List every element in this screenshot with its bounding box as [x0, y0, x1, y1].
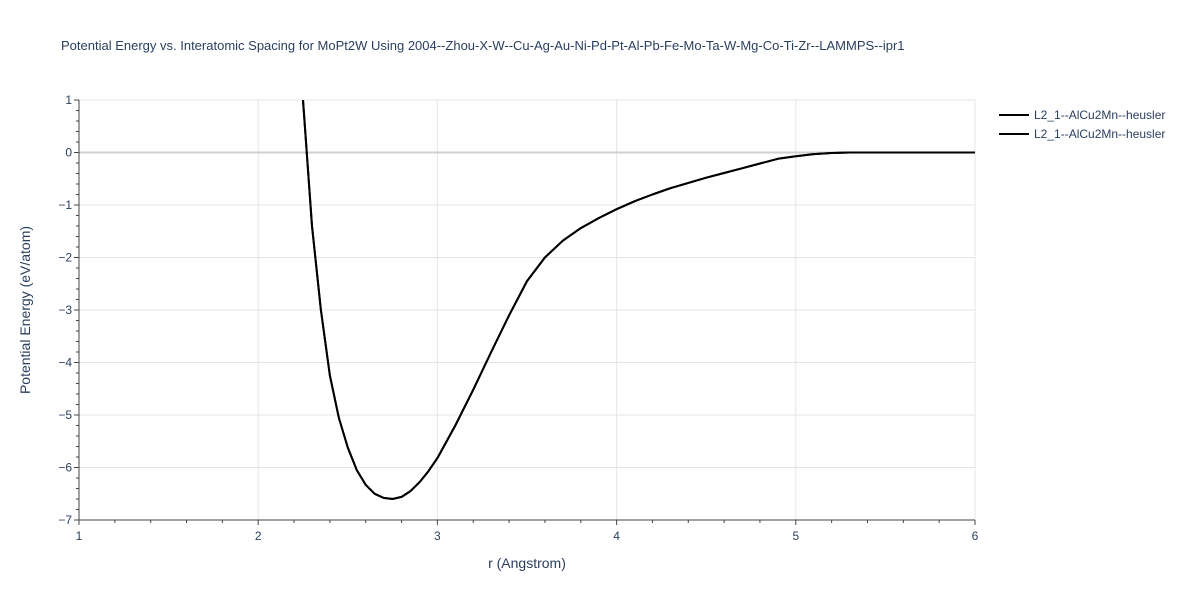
y-tick-label: 0	[65, 146, 72, 160]
y-tick-label: −3	[58, 303, 72, 317]
plot-area	[302, 100, 975, 500]
x-axis-title: r (Angstrom)	[488, 555, 566, 571]
y-tick-label: −4	[58, 356, 72, 370]
legend[interactable]: L2_1--AlCu2Mn--heusler L2_1--AlCu2Mn--heu…	[999, 108, 1165, 141]
x-tick-label: 1	[76, 529, 83, 543]
x-tick-label: 3	[434, 529, 441, 543]
x-tick-label: 6	[972, 529, 979, 543]
y-tick-label: −5	[58, 408, 72, 422]
y-tick-label: −6	[58, 461, 72, 475]
y-axis-title: Potential Energy (eV/atom)	[17, 226, 33, 394]
y-tick-label: −7	[58, 513, 72, 527]
x-tick-label: 4	[613, 529, 620, 543]
legend-item-2[interactable]: L2_1--AlCu2Mn--heusler	[999, 127, 1165, 141]
y-tick-label: 1	[65, 93, 72, 107]
chart-title: Potential Energy vs. Interatomic Spacing…	[61, 38, 905, 53]
y-tick-label: −2	[58, 251, 72, 265]
legend-item-1[interactable]: L2_1--AlCu2Mn--heusler	[999, 108, 1165, 122]
axes	[74, 99, 976, 525]
x-tick-labels: 1 2 3 4 5 6	[76, 529, 979, 543]
series-line-2	[302, 100, 975, 500]
x-tick-label: 5	[792, 529, 799, 543]
gridlines	[79, 99, 976, 521]
legend-label: L2_1--AlCu2Mn--heusler	[1034, 108, 1165, 122]
legend-label: L2_1--AlCu2Mn--heusler	[1034, 127, 1165, 141]
y-tick-labels: 1 0 −1 −2 −3 −4 −5 −6 −7	[58, 93, 72, 527]
y-tick-label: −1	[58, 198, 72, 212]
x-tick-label: 2	[255, 529, 262, 543]
series-line-1	[302, 100, 975, 500]
